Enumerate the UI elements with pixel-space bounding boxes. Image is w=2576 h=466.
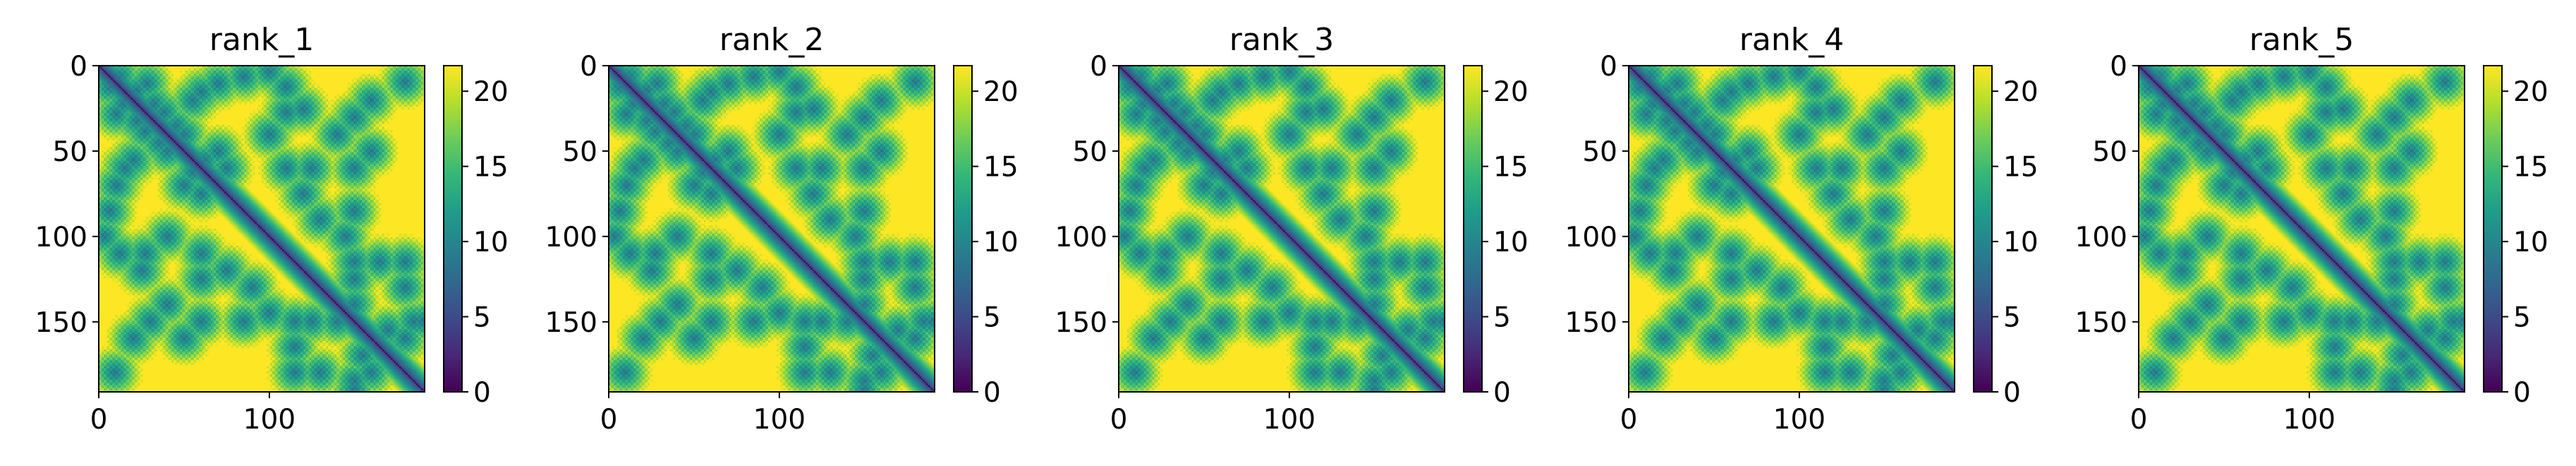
y-tick-label: 100 [2075, 222, 2127, 253]
colorbar-tick-label: 15 [1493, 152, 1529, 184]
colorbar-tick-label: 15 [983, 152, 1019, 184]
colorbar-tick-label: 5 [2003, 302, 2021, 334]
heatmap-panel-1: rank_1 0 100 0 50 100 150 0 5 10 15 20 [35, 22, 509, 436]
heatmap-panel-4: rank_4 0 100 0 50 100 150 0 5 10 15 20 [1565, 22, 2039, 436]
x-tick-label: 100 [753, 404, 806, 436]
panel-title: rank_4 [1739, 22, 1844, 58]
y-tick-label: 150 [545, 307, 597, 339]
panel-title: rank_2 [719, 22, 824, 58]
y-tick-label: 150 [1055, 307, 1107, 339]
y-tick-label: 100 [545, 222, 597, 253]
y-tick-label: 100 [1565, 222, 1617, 253]
colorbar-frame [443, 65, 463, 393]
colorbar-tick-label: 10 [983, 227, 1019, 258]
x-tick-label: 100 [2283, 404, 2335, 436]
y-tick-label: 150 [1565, 307, 1617, 339]
axes-frame [1118, 65, 1445, 393]
colorbar-tick-label: 5 [473, 302, 491, 334]
colorbar-tick-label: 10 [2513, 227, 2548, 258]
axes-frame [608, 65, 935, 393]
y-tick-label: 150 [2075, 307, 2127, 339]
colorbar-tick-label: 0 [473, 377, 491, 409]
colorbar-tick-label: 5 [1493, 302, 1511, 334]
colorbar-tick-label: 15 [473, 152, 509, 184]
colorbar [2484, 66, 2502, 392]
colorbar-tick-label: 20 [2003, 76, 2039, 108]
colorbar-frame [1973, 65, 1993, 393]
colorbar-frame [1463, 65, 1483, 393]
y-tick-label: 50 [1582, 136, 1617, 168]
y-tick-label: 0 [580, 51, 597, 83]
x-tick-label: 0 [2130, 404, 2148, 436]
distance-matrix-heatmap [99, 66, 425, 392]
y-tick-label: 100 [1055, 222, 1107, 253]
x-tick-label: 0 [1620, 404, 1638, 436]
y-tick-label: 50 [2092, 136, 2127, 168]
colorbar-tick-label: 20 [1493, 76, 1529, 108]
heatmap-panel-3: rank_3 0 100 0 50 100 150 0 5 10 15 20 [1055, 22, 1529, 436]
distance-matrix-heatmap [609, 66, 935, 392]
distance-matrix-heatmap [1119, 66, 1445, 392]
y-tick-label: 0 [1090, 51, 1107, 83]
y-tick-label: 50 [562, 136, 597, 168]
y-tick-label: 100 [35, 222, 87, 253]
colorbar [954, 66, 972, 392]
y-tick-label: 0 [70, 51, 87, 83]
colorbar-tick-label: 5 [983, 302, 1001, 334]
axes-frame [98, 65, 425, 393]
x-tick-label: 0 [90, 404, 108, 436]
colorbar-frame [2483, 65, 2503, 393]
colorbar-frame [953, 65, 973, 393]
x-tick-label: 100 [1263, 404, 1316, 436]
colorbar-tick-label: 15 [2003, 152, 2039, 184]
y-tick-label: 50 [52, 136, 87, 168]
distance-matrix-heatmap [2139, 66, 2465, 392]
colorbar-tick-label: 10 [2003, 227, 2039, 258]
colorbar-tick-label: 20 [983, 76, 1019, 108]
colorbar-tick-label: 0 [2003, 377, 2021, 409]
colorbar-tick-label: 5 [2513, 302, 2531, 334]
colorbar-tick-label: 20 [473, 76, 509, 108]
colorbar-tick-label: 0 [983, 377, 1001, 409]
colorbar [1464, 66, 1482, 392]
x-tick-label: 0 [600, 404, 618, 436]
colorbar-tick-label: 10 [1493, 227, 1529, 258]
colorbar-tick-label: 20 [2513, 76, 2548, 108]
panel-title: rank_5 [2249, 22, 2354, 58]
colorbar-tick-label: 0 [1493, 377, 1511, 409]
colorbar-tick-label: 15 [2513, 152, 2548, 184]
x-tick-label: 100 [1773, 404, 1825, 436]
y-tick-label: 50 [1072, 136, 1107, 168]
panel-title: rank_3 [1229, 22, 1334, 58]
colorbar-tick-label: 10 [473, 227, 509, 258]
colorbar [444, 66, 462, 392]
x-tick-label: 0 [1110, 404, 1128, 436]
panel-title: rank_1 [209, 22, 314, 58]
axes-frame [2138, 65, 2465, 393]
axes-frame [1628, 65, 1955, 393]
x-tick-label: 100 [243, 404, 296, 436]
y-tick-label: 0 [2110, 51, 2127, 83]
y-tick-label: 150 [35, 307, 87, 339]
y-tick-label: 0 [1600, 51, 1617, 83]
heatmap-panel-2: rank_2 0 100 0 50 100 150 0 5 10 15 20 [545, 22, 1019, 436]
colorbar [1974, 66, 1992, 392]
heatmap-panel-5: rank_5 0 100 0 50 100 150 0 5 10 15 20 [2075, 22, 2548, 436]
distance-matrix-heatmap [1629, 66, 1955, 392]
colorbar-tick-label: 0 [2513, 377, 2531, 409]
